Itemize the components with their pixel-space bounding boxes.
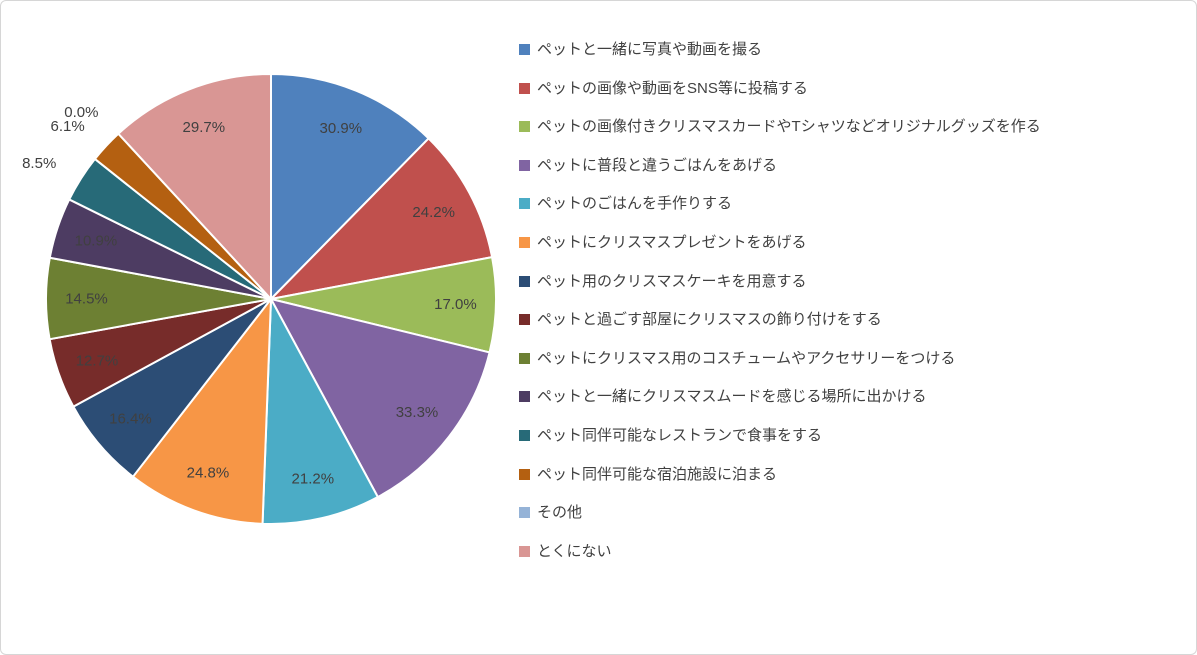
legend-swatch bbox=[519, 468, 530, 480]
legend-item: ペットと一緒に写真や動画を撮る bbox=[519, 39, 1041, 60]
pie-slice bbox=[270, 298, 491, 499]
slice-percent-label: 10.9% bbox=[75, 233, 118, 250]
legend-item: ペットの画像や動画をSNS等に投稿する bbox=[519, 78, 1041, 99]
legend-label: ペットの画像や動画をSNS等に投稿する bbox=[537, 79, 808, 97]
legend-item: ペットのごはんを手作りする bbox=[519, 193, 1041, 214]
legend-label: ペットと一緒に写真や動画を撮る bbox=[537, 41, 763, 58]
legend-swatch bbox=[519, 121, 530, 133]
legend-label: ペットと一緒にクリスマスムードを感じる場所に出かける bbox=[537, 388, 927, 406]
slice-percent-label: 24.2% bbox=[412, 204, 455, 221]
legend-swatch bbox=[519, 198, 530, 210]
legend-swatch bbox=[519, 545, 530, 557]
legend-swatch bbox=[519, 275, 530, 287]
legend-label: とくにない bbox=[537, 542, 612, 560]
legend-item: ペット用のクリスマスケーキを用意する bbox=[519, 271, 1041, 292]
legend-label: ペットに普段と違うごはんをあげる bbox=[537, 156, 778, 174]
legend-item: その他 bbox=[519, 502, 1041, 523]
pie-chart: 30.9% 24.2% 17.0% 33.3% 21.2% 24.8% 16.4% 12.7%… bbox=[22, 73, 497, 525]
legend-label: ペットのごはんを手作りする bbox=[537, 195, 733, 213]
slice-percent-label: 14.5% bbox=[65, 291, 108, 308]
legend-swatch bbox=[519, 352, 530, 364]
legend-swatch bbox=[519, 429, 530, 441]
pie-slice bbox=[131, 298, 272, 525]
legend-item: ペットにクリスマスプレゼントをあげる bbox=[519, 232, 1041, 253]
slice-percent-label: 21.2% bbox=[292, 471, 335, 488]
legend-item: ペットと一緒にクリスマスムードを感じる場所に出かける bbox=[519, 386, 1041, 407]
legend-label: ペットの画像付きクリスマスカードやTシャツなどオリジナルグッズを作る bbox=[537, 118, 1041, 136]
legend-item: ペット同伴可能なレストランで食事をする bbox=[519, 425, 1041, 446]
legend-label: ペット用のクリスマスケーキを用意する bbox=[537, 272, 807, 290]
legend-label: その他 bbox=[537, 504, 583, 522]
slice-percent-label: 33.3% bbox=[396, 404, 439, 421]
legend-label: ペットにクリスマスプレゼントをあげる bbox=[537, 233, 807, 251]
legend-label: ペット同伴可能な宿泊施設に泊まる bbox=[537, 465, 778, 483]
legend-swatch bbox=[519, 507, 530, 519]
legend-swatch bbox=[519, 314, 530, 326]
legend-item: ペットにクリスマス用のコスチュームやアクセサリーをつける bbox=[519, 348, 1041, 369]
slice-percent-label: 12.7% bbox=[76, 352, 119, 369]
legend: ペットと一緒に写真や動画を撮るペットの画像や動画をSNS等に投稿するペットの画像… bbox=[519, 39, 1041, 562]
slice-percent-label: 6.1% bbox=[50, 118, 84, 135]
pie-slice bbox=[117, 73, 272, 300]
legend-item: ペットの画像付きクリスマスカードやTシャツなどオリジナルグッズを作る bbox=[519, 116, 1041, 137]
pie-slice bbox=[261, 298, 379, 525]
legend-item: ペットに普段と違うごはんをあげる bbox=[519, 155, 1041, 176]
pie-slice bbox=[270, 73, 430, 300]
slice-percent-label: 30.9% bbox=[320, 120, 363, 137]
legend-swatch bbox=[519, 82, 530, 94]
legend-swatch bbox=[519, 159, 530, 171]
slice-percent-label: 17.0% bbox=[434, 296, 477, 313]
slice-percent-label: 8.5% bbox=[22, 155, 56, 172]
legend-swatch bbox=[519, 236, 530, 248]
slice-percent-label: 24.8% bbox=[187, 464, 230, 481]
slice-percent-label: 0.0% bbox=[64, 104, 98, 121]
legend-swatch bbox=[519, 44, 530, 55]
slice-percent-label: 16.4% bbox=[109, 411, 152, 428]
legend-item: ペット同伴可能な宿泊施設に泊まる bbox=[519, 464, 1041, 485]
legend-label: ペットと過ごす部屋にクリスマスの飾り付けをする bbox=[537, 311, 882, 329]
slice-percent-label: 29.7% bbox=[183, 119, 226, 136]
legend-label: ペットにクリスマス用のコスチュームやアクセサリーをつける bbox=[537, 349, 956, 367]
legend-item: とくにない bbox=[519, 541, 1041, 562]
legend-label: ペット同伴可能なレストランで食事をする bbox=[537, 426, 823, 444]
legend-item: ペットと過ごす部屋にクリスマスの飾り付けをする bbox=[519, 309, 1041, 330]
pie-slice bbox=[270, 137, 494, 300]
legend-swatch bbox=[519, 391, 530, 403]
